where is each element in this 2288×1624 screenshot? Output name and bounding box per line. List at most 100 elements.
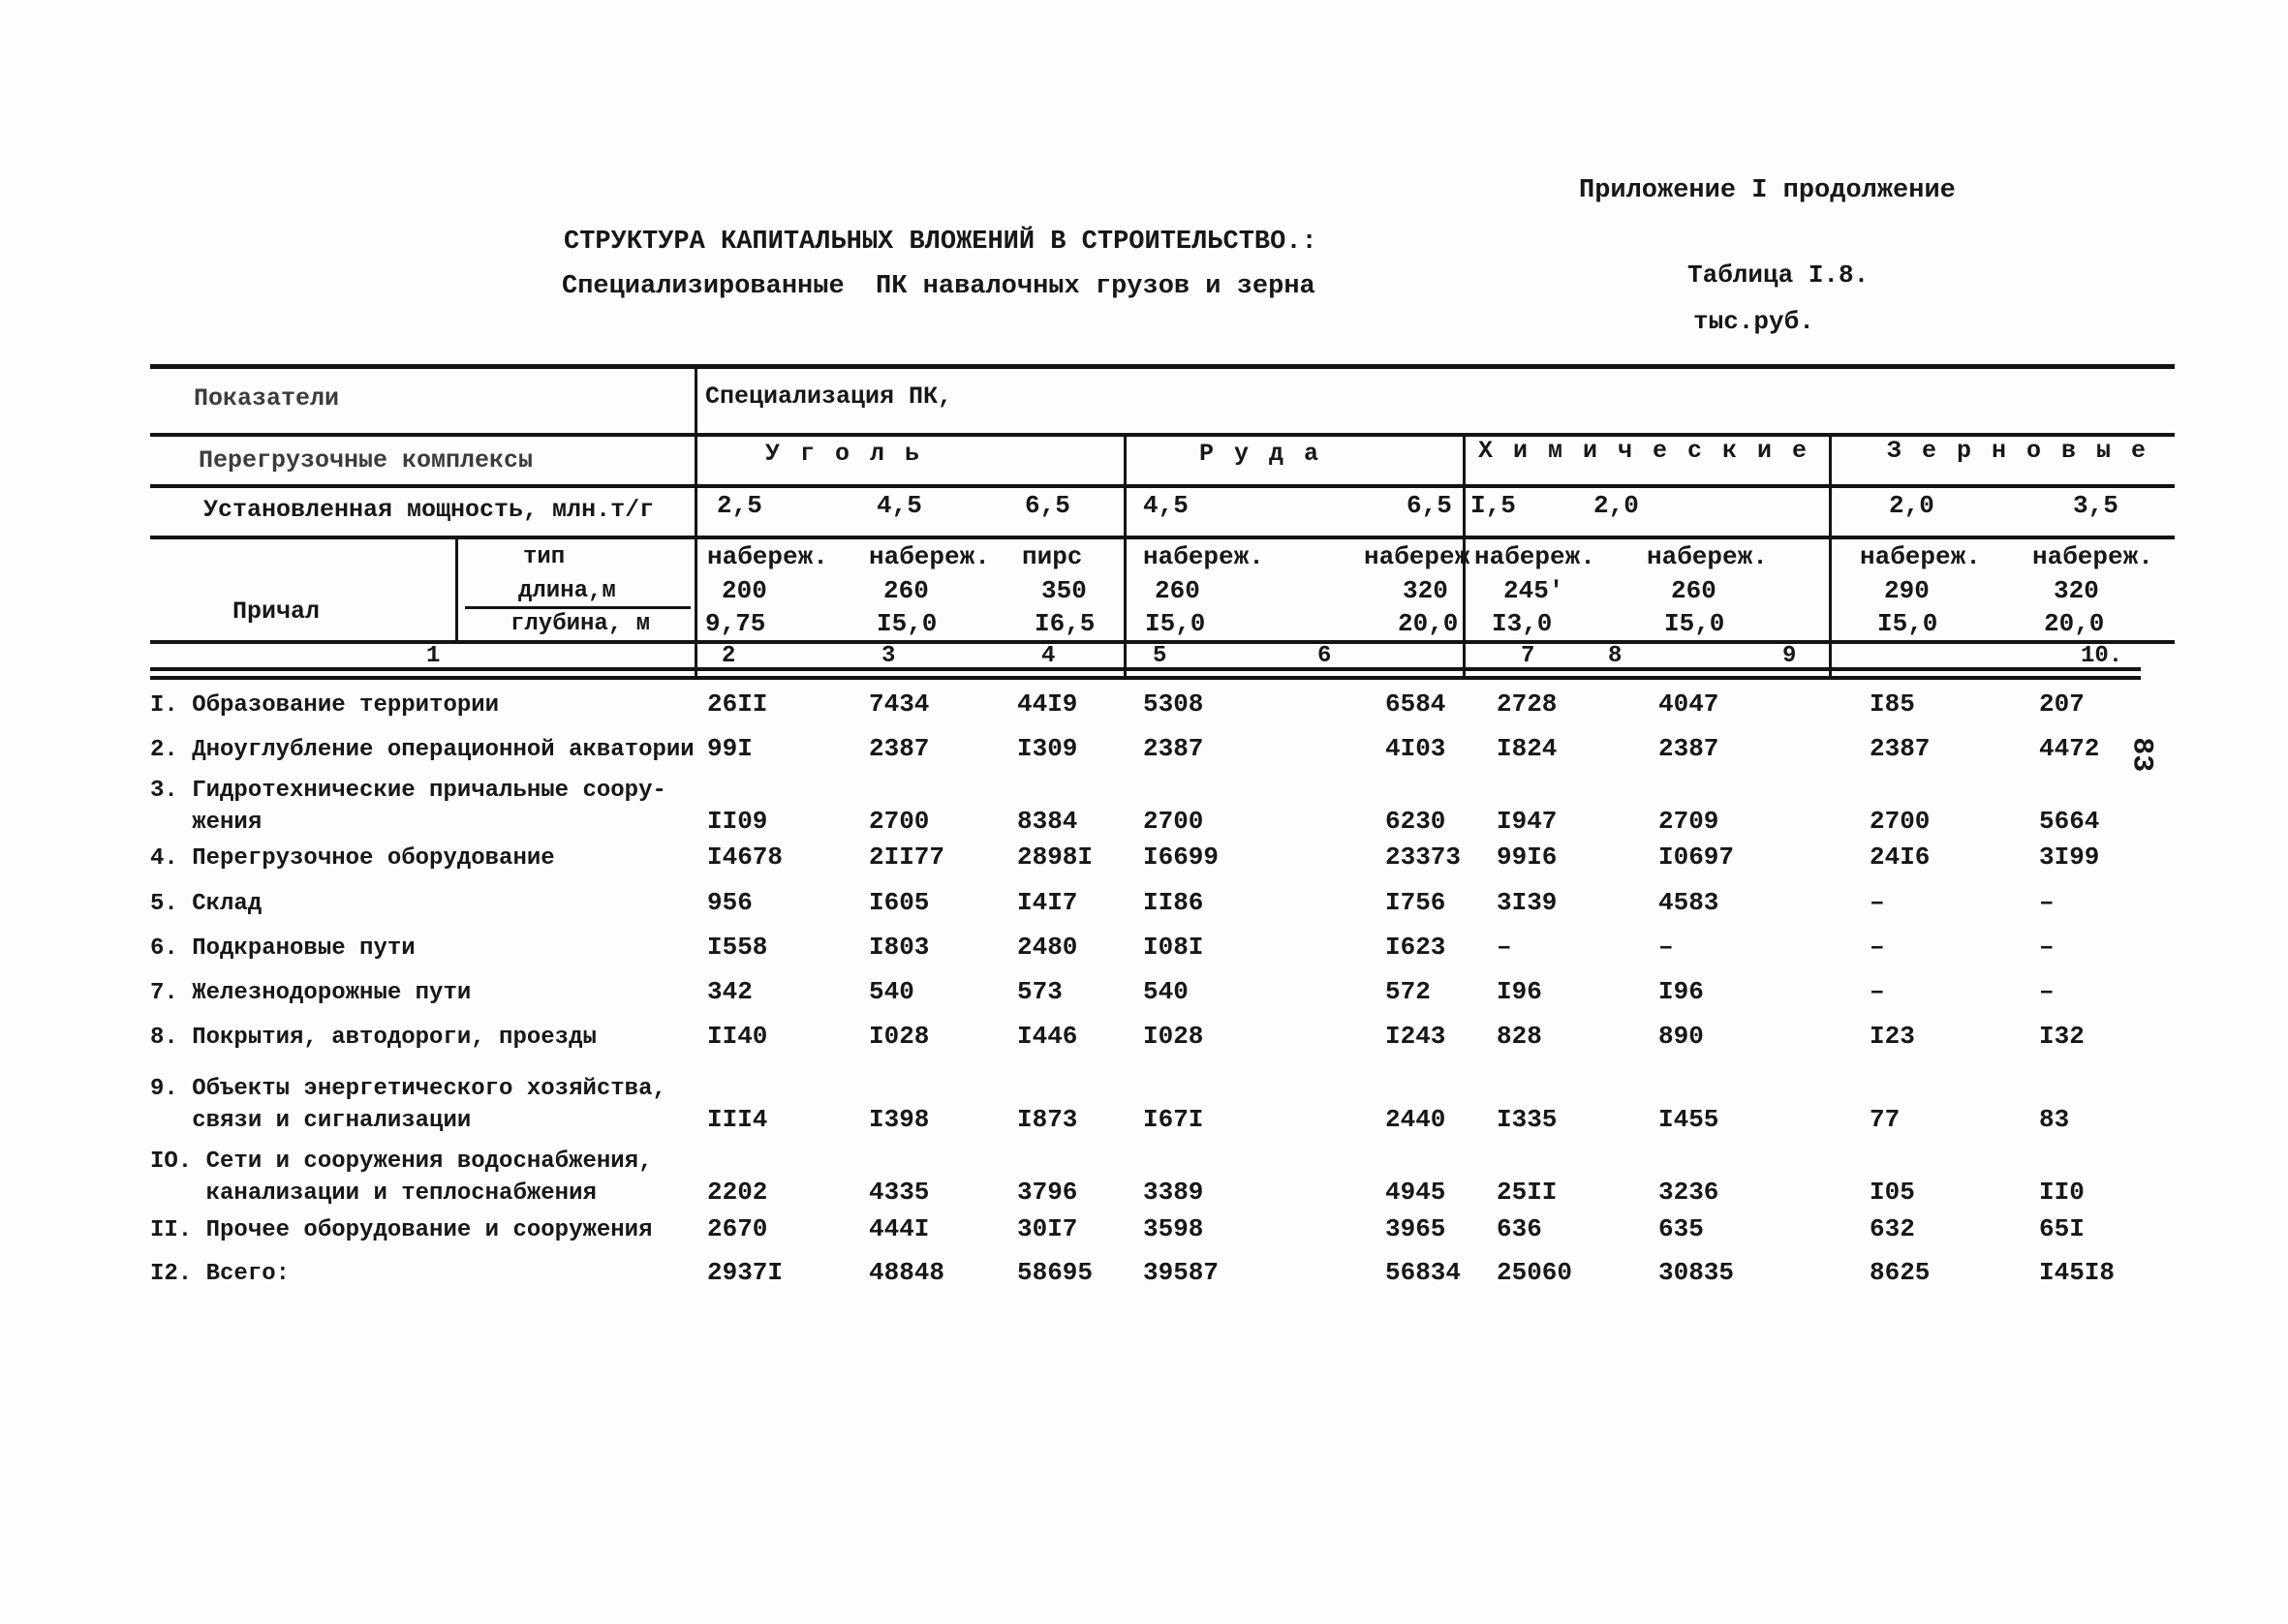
cell-value: I623 — [1385, 933, 1446, 962]
column-number: 4 — [1041, 643, 1056, 669]
cell-value: 2387 — [869, 734, 930, 763]
table-border-numbers-b — [150, 676, 2141, 680]
capacity-value: 6,5 — [1407, 491, 1452, 520]
cell-value: – — [1870, 888, 1885, 917]
cell-value: 4I03 — [1385, 734, 1446, 763]
row-label: IO. Сети и сооружения водоснабжения, кан… — [150, 1149, 653, 1207]
berth-type-value: набереж. — [1860, 542, 1981, 571]
cell-value: I605 — [869, 888, 930, 917]
table-border-row3 — [150, 536, 2175, 539]
cell-value: 635 — [1658, 1214, 1704, 1243]
berth-length-value: 245' — [1503, 576, 1564, 605]
berth-label: Причал — [232, 598, 321, 626]
cell-value: 6230 — [1385, 807, 1446, 836]
cell-value: 25II — [1497, 1178, 1558, 1207]
cell-value: I05 — [1870, 1178, 1915, 1207]
cell-value: 23373 — [1385, 843, 1462, 872]
column-number: 9 — [1782, 643, 1797, 669]
cell-value: 4945 — [1385, 1178, 1446, 1207]
berth-length-underline — [465, 606, 691, 609]
sideways-page-number: 83 — [2124, 737, 2158, 773]
row-label: 4. Перегрузочное оборудование — [150, 845, 555, 872]
cell-value: – — [2039, 977, 2055, 1006]
berth-type-value: набереж. — [2032, 542, 2153, 571]
cell-value: 48848 — [869, 1258, 945, 1287]
capacity-value: 4,5 — [877, 491, 922, 520]
berth-length-value: 260 — [1671, 576, 1716, 605]
cell-value: 573 — [1017, 977, 1063, 1006]
cell-value: I947 — [1497, 807, 1558, 836]
cell-value: 5664 — [2039, 807, 2100, 836]
berth-type-value: набереж. — [1143, 542, 1264, 571]
cell-value: 8625 — [1870, 1258, 1931, 1287]
column-number: 7 — [1521, 643, 1535, 669]
cell-value: I803 — [869, 933, 930, 962]
column-number: 8 — [1608, 643, 1623, 669]
cell-value: 956 — [707, 888, 753, 917]
berth-depth-value: I3,0 — [1492, 609, 1553, 638]
cell-value: I243 — [1385, 1022, 1446, 1051]
row-label: 3. Гидротехнические причальные соору- же… — [150, 778, 666, 836]
capacity-row-label: Установленная мощность, млн.т/г — [203, 496, 655, 524]
document-title-line2: Специализированные ПК навалочных грузов … — [562, 272, 1315, 301]
berth-type-value: набереж. — [707, 542, 828, 571]
cell-value: I0697 — [1658, 843, 1735, 872]
corner-header: Показатели — [194, 384, 340, 413]
table-separator-main — [695, 364, 697, 680]
cell-value: I446 — [1017, 1022, 1078, 1051]
cell-value: 39587 — [1143, 1258, 1220, 1287]
row-label: 6. Подкрановые пути — [150, 935, 416, 962]
berth-subrow-depth-label: глубина, м — [510, 611, 651, 637]
cell-value: I67I — [1143, 1105, 1204, 1134]
berth-type-value: набереж. — [1647, 542, 1768, 571]
row-label: 5. Склад — [150, 891, 263, 917]
cell-value: I4678 — [707, 843, 784, 872]
berth-depth-value: I5,0 — [1877, 609, 1938, 638]
cell-value: – — [1870, 933, 1885, 962]
berth-length-value: 260 — [1155, 576, 1200, 605]
table-separator-ruda-him — [1463, 433, 1466, 680]
berth-depth-value: 20,0 — [2044, 609, 2105, 638]
cell-value: I873 — [1017, 1105, 1078, 1134]
capacity-value: 4,5 — [1143, 491, 1189, 520]
cell-value: 26II — [707, 689, 768, 719]
cell-value: 2700 — [1870, 807, 1931, 836]
cell-value: 83 — [2039, 1105, 2070, 1134]
cell-value: 3965 — [1385, 1214, 1446, 1243]
cell-value: 6584 — [1385, 689, 1446, 719]
cell-value: 5308 — [1143, 689, 1204, 719]
cell-value: 24I6 — [1870, 843, 1931, 872]
berth-type-value: набереж. — [1474, 542, 1595, 571]
column-number: 3 — [881, 643, 896, 669]
column-number: 1 — [426, 643, 441, 669]
cell-value: 2937I — [707, 1258, 784, 1287]
table-border-numbers-a — [150, 667, 2141, 671]
table-border-row2 — [150, 484, 2175, 488]
units-label: тыс.руб. — [1693, 307, 1814, 336]
cell-value: 99I — [707, 734, 753, 763]
cell-value: 3I39 — [1497, 888, 1558, 917]
cell-value: 3598 — [1143, 1214, 1204, 1243]
row-label: 9. Объекты энергетического хозяйства, св… — [150, 1076, 666, 1134]
row-label: 8. Покрытия, автодороги, проезды — [150, 1025, 597, 1051]
column-number: 10. — [2081, 643, 2123, 669]
group-header-grain: З е р н о в ы е — [1887, 437, 2149, 465]
capacity-value: I,5 — [1470, 491, 1516, 520]
cell-value: 2700 — [1143, 807, 1204, 836]
row-label: II. Прочее оборудование и сооружения — [150, 1217, 653, 1243]
table-separator-ugol-ruda — [1124, 433, 1127, 680]
cell-value: 2387 — [1143, 734, 1204, 763]
cell-value: 56834 — [1385, 1258, 1462, 1287]
cell-value: I23 — [1870, 1022, 1915, 1051]
cell-value: – — [2039, 933, 2055, 962]
cell-value: 3236 — [1658, 1178, 1719, 1207]
berth-type-value: пирс — [1022, 542, 1083, 571]
cell-value: 572 — [1385, 977, 1431, 1006]
cell-value: 2728 — [1497, 689, 1558, 719]
cell-value: I85 — [1870, 689, 1915, 719]
cell-value: 65I — [2039, 1214, 2085, 1243]
capacity-value: 3,5 — [2073, 491, 2118, 520]
cell-value: I08I — [1143, 933, 1204, 962]
cell-value: 2700 — [869, 807, 930, 836]
cell-value: 77 — [1870, 1105, 1901, 1134]
